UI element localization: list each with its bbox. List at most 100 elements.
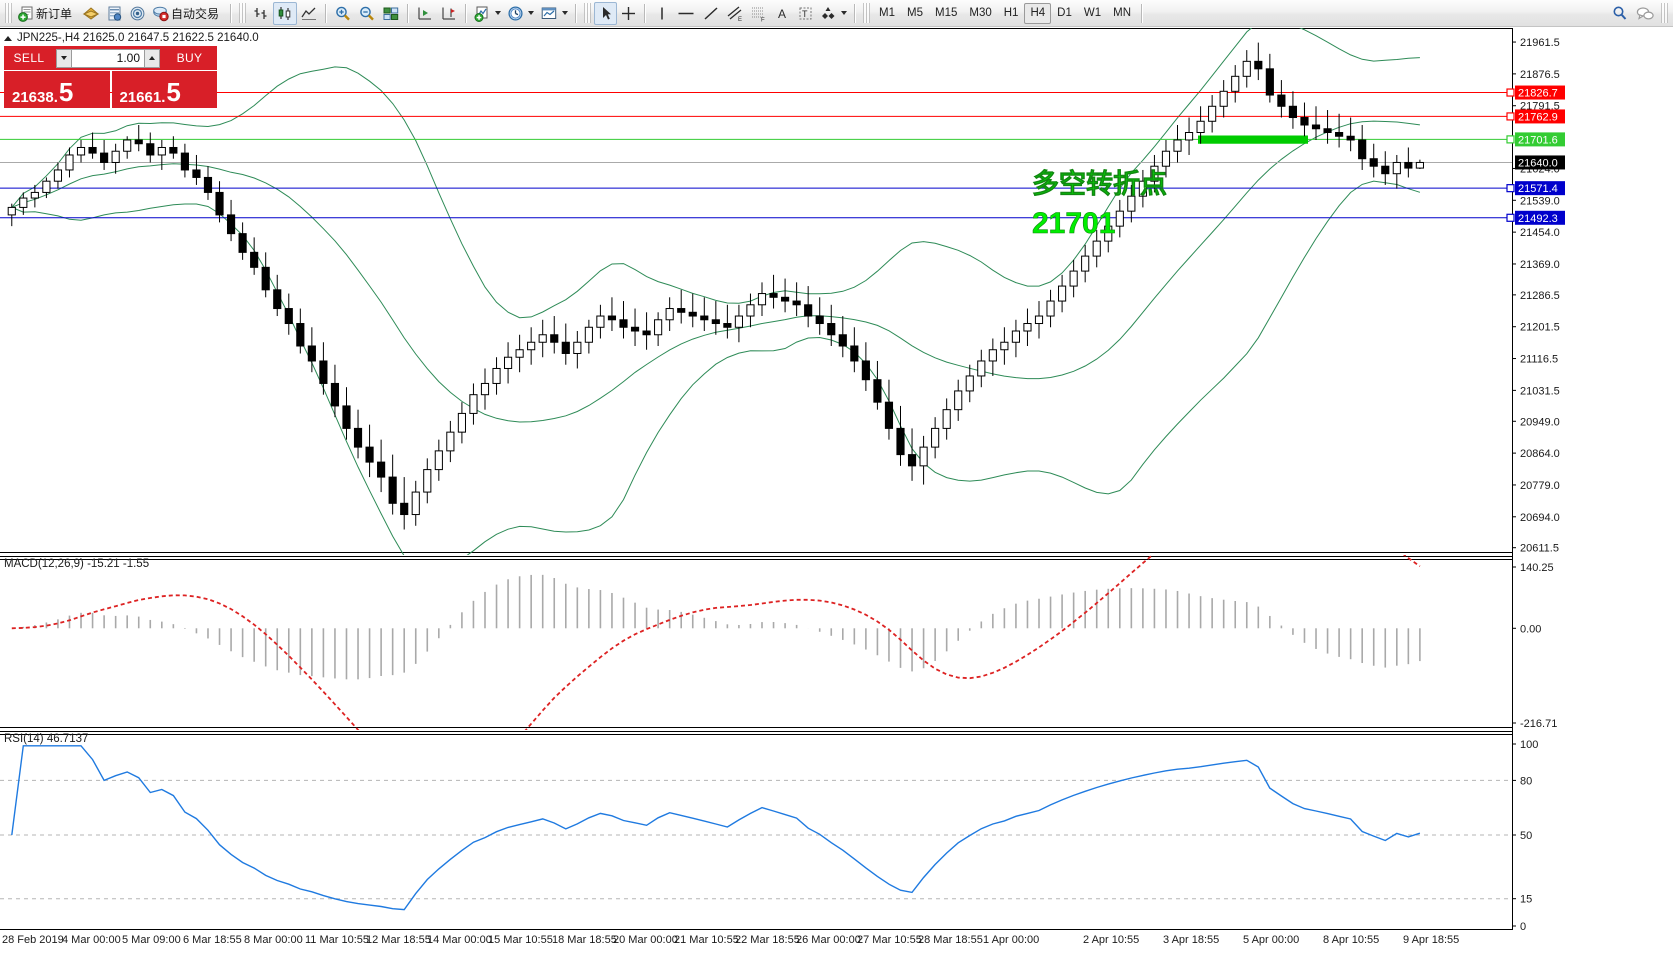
timeframe-mn[interactable]: MN <box>1113 7 1131 19</box>
chart-annotation[interactable]: 多空转折点 21701 <box>1032 168 1168 241</box>
timeframe-m1[interactable]: M1 <box>879 7 896 19</box>
search-button[interactable] <box>1608 2 1632 25</box>
tile-windows-button[interactable] <box>379 2 403 25</box>
price-tag: 21762.9 <box>1515 109 1565 124</box>
candle-body <box>296 323 305 347</box>
chart-shift-button[interactable] <box>437 2 461 25</box>
bar-chart-icon <box>254 7 267 19</box>
horizontal-line-button[interactable] <box>673 2 699 25</box>
shapes-dropdown-caret[interactable] <box>841 11 848 15</box>
macd-label: MACD(12,26,9) -15.21 -1.55 <box>4 558 150 570</box>
toolbar-separator-7 <box>854 3 857 23</box>
timeframe-grip[interactable] <box>863 3 871 23</box>
indicators-dropdown-caret[interactable] <box>495 11 502 15</box>
timeframe-w1[interactable]: W1 <box>1083 7 1102 19</box>
candle-body <box>1196 120 1205 134</box>
timeframe-h1[interactable]: H1 <box>1003 7 1019 19</box>
candle-body <box>261 266 270 291</box>
collapse-triangle-icon[interactable] <box>4 35 12 41</box>
candle-body <box>1173 139 1182 152</box>
volume-decrement-button[interactable] <box>56 48 72 68</box>
chat-button[interactable] <box>1632 2 1658 25</box>
candle-body <box>1058 285 1067 302</box>
candle-body <box>1335 132 1344 137</box>
sell-price-display[interactable]: 21638 . 5 <box>4 71 110 108</box>
price-tick-label: 21031.5 <box>1520 385 1560 397</box>
macd-pane[interactable]: 140.25 0.00 -216.71 <box>0 555 1673 730</box>
timeframe-m30[interactable]: M30 <box>969 7 992 19</box>
timeframe-m5[interactable]: M5 <box>907 7 923 19</box>
one-click-trading-panel[interactable]: SELL 1.00 BUY 21638 . 5 21661 . 5 <box>4 46 217 108</box>
sell-button[interactable]: SELL <box>4 46 54 70</box>
auto-scroll-button[interactable] <box>413 2 437 25</box>
level-handle[interactable] <box>1506 184 1515 193</box>
candle-body <box>688 311 697 317</box>
candle-body <box>169 146 178 154</box>
vertical-line-button[interactable] <box>650 2 673 25</box>
period-dropdown-caret[interactable] <box>528 11 535 15</box>
zoom-in-button[interactable] <box>331 2 355 25</box>
crosshair-button[interactable] <box>617 2 640 25</box>
level-handle[interactable] <box>1506 213 1515 222</box>
cursor-button[interactable] <box>594 1 618 25</box>
candle-body <box>1081 255 1090 272</box>
level-lines[interactable] <box>0 88 1515 222</box>
timeframe-h4[interactable]: H4 <box>1024 2 1052 24</box>
signals-button[interactable] <box>126 2 149 25</box>
shapes-button[interactable] <box>817 2 840 25</box>
level-handle[interactable] <box>1506 135 1515 144</box>
volume-control[interactable]: 1.00 <box>54 46 162 70</box>
rsi-pane[interactable]: 100 80 50 15 0 <box>0 730 1673 930</box>
new-order-button[interactable]: 新订单 <box>15 2 79 25</box>
price-chart-pane[interactable]: 21961.521876.521791.521624.021539.021454… <box>0 28 1673 555</box>
zoom-out-button[interactable] <box>355 2 379 25</box>
templates-button[interactable] <box>537 2 561 25</box>
chart-window[interactable]: JPN225-,H4 21625.0 21647.5 21622.5 21640… <box>0 27 1673 956</box>
autotrading-button[interactable]: 自动交易 <box>149 2 226 25</box>
price-tick-label: 21116.5 <box>1520 354 1558 366</box>
text-label-button[interactable]: T <box>794 2 817 25</box>
volume-input[interactable]: 1.00 <box>72 48 144 68</box>
line-studies-grip[interactable] <box>584 3 592 23</box>
expert-advisors-button[interactable] <box>79 2 103 25</box>
equidistant-channel-button[interactable]: E <box>723 2 747 25</box>
level-handle[interactable] <box>1506 88 1515 97</box>
price-tag-value: 21826.7 <box>1518 88 1558 100</box>
search-icon <box>1613 6 1627 20</box>
price-tick-label: 20864.0 <box>1520 448 1560 460</box>
timeframe-m15[interactable]: M15 <box>935 7 958 19</box>
timeframe-d1[interactable]: D1 <box>1057 7 1072 19</box>
candle-body <box>907 454 917 467</box>
candle-body <box>1150 165 1159 182</box>
buy-button[interactable]: BUY <box>162 46 217 70</box>
candle-body <box>19 197 28 208</box>
zoom-in-icon <box>336 6 350 20</box>
line-chart-button[interactable] <box>297 2 321 25</box>
buy-price-display[interactable]: 21661 . 5 <box>111 71 217 108</box>
text-button[interactable]: A <box>771 2 794 25</box>
auto-scroll-icon <box>418 7 432 20</box>
candlestick-chart-button[interactable] <box>273 1 298 25</box>
shapes-icon <box>822 6 835 19</box>
candle-body <box>630 326 640 332</box>
data-window-button[interactable] <box>103 2 126 25</box>
rsi-tick-label: 100 <box>1520 739 1538 751</box>
indicators-button[interactable] <box>471 2 494 25</box>
fibonacci-button[interactable]: F <box>747 2 771 25</box>
chart-toolbar-grip[interactable] <box>239 3 247 23</box>
macd-tick-label: 0.00 <box>1520 623 1541 635</box>
candle-body <box>769 293 778 298</box>
period-button[interactable] <box>504 2 527 25</box>
candle-body <box>377 461 386 478</box>
level-handle[interactable] <box>1506 112 1515 121</box>
trendline-button[interactable] <box>699 2 723 25</box>
time-axis-label: 5 Apr 00:00 <box>1243 934 1300 946</box>
tile-windows-icon <box>383 7 399 20</box>
templates-dropdown-caret[interactable] <box>562 11 569 15</box>
volume-increment-button[interactable] <box>144 48 160 68</box>
candle-body <box>1358 139 1367 160</box>
bar-chart-button[interactable] <box>249 2 273 25</box>
candle-body <box>134 139 143 145</box>
candle-body <box>746 304 755 317</box>
toolbar-grip[interactable] <box>5 3 12 23</box>
